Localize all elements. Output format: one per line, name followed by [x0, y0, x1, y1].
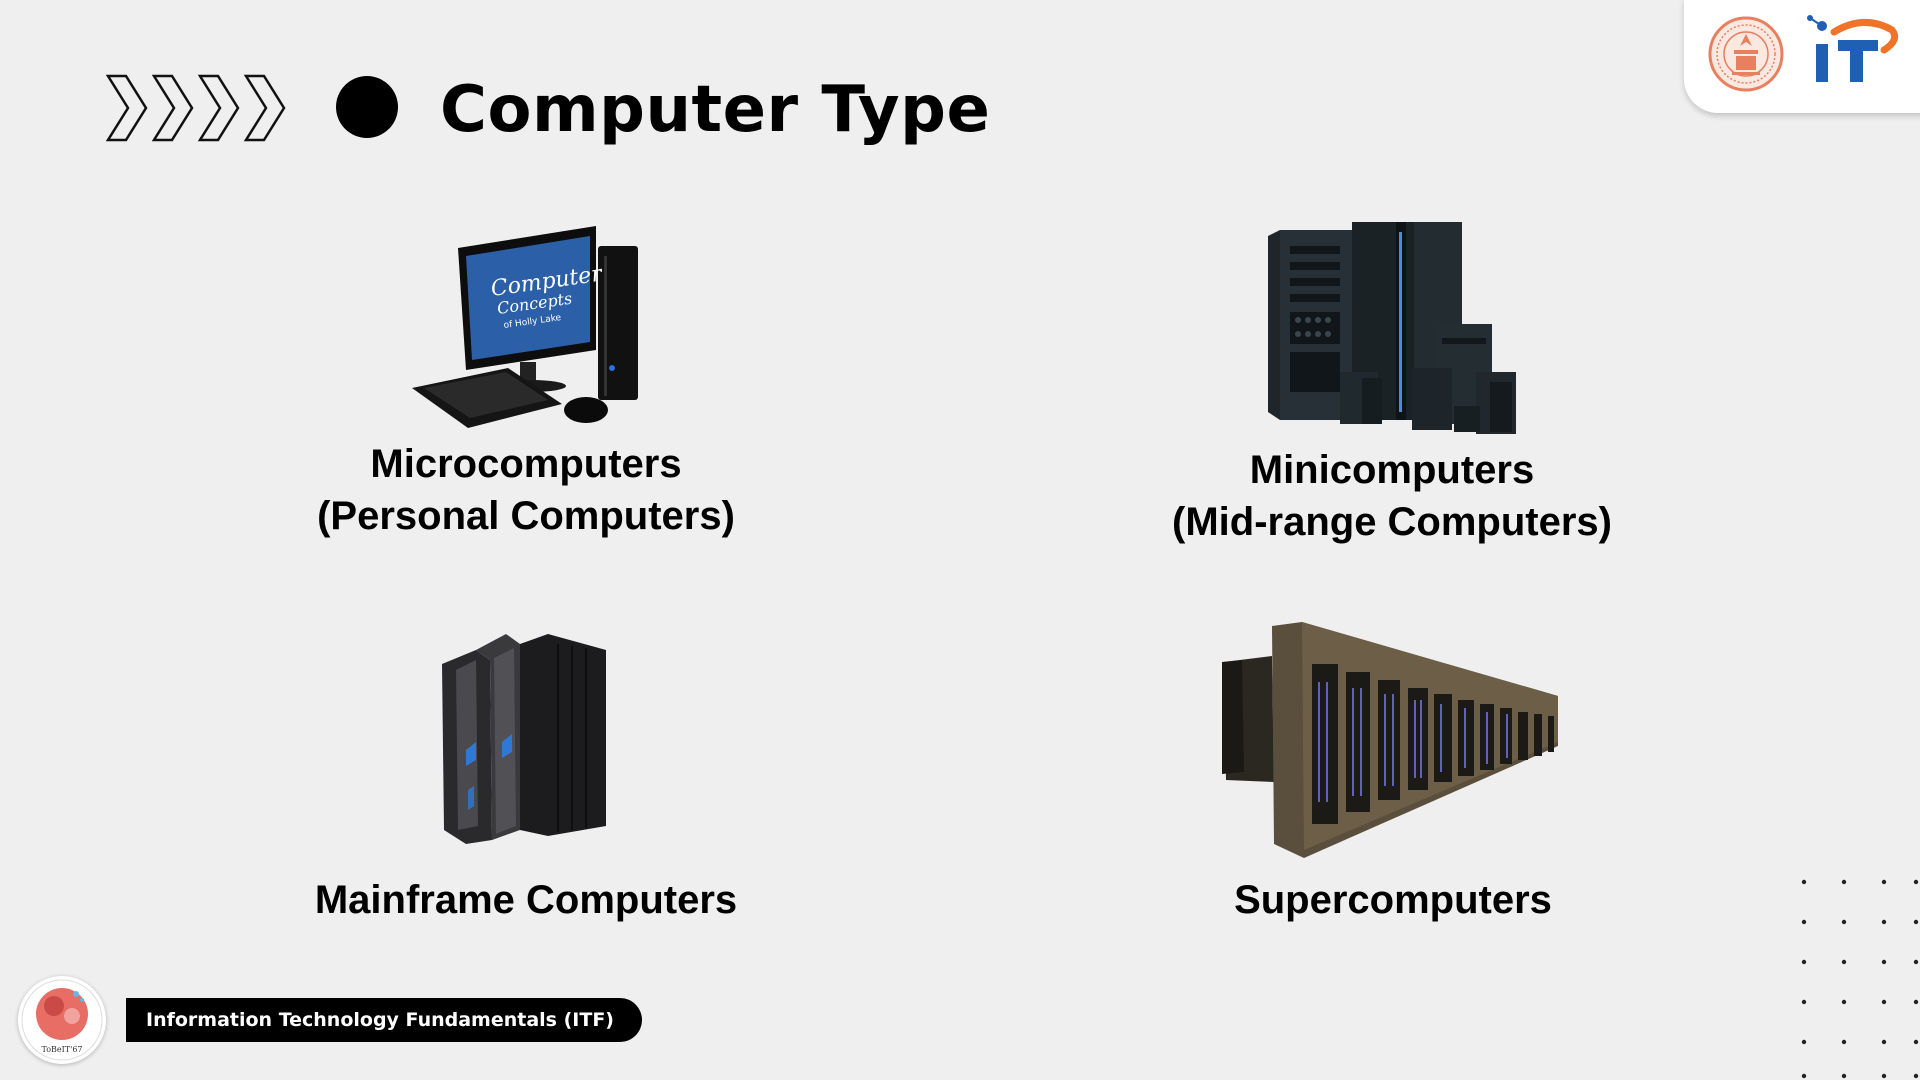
- label-microcomputers: Microcomputers (Personal Computers): [317, 438, 735, 542]
- chevron-arrows-icon: [105, 74, 286, 142]
- mascot-logo-icon: ToBeIT'67: [18, 976, 106, 1064]
- page-title: Computer Type: [440, 73, 991, 147]
- label-minicomputers-line1: Minicomputers: [1249, 448, 1535, 492]
- mascot-logo-graphic: ToBeIT'67: [21, 979, 103, 1061]
- title-bullet-dot: [336, 76, 398, 138]
- university-seal-icon: [1708, 16, 1784, 92]
- mascot-logo-text: ToBeIT'67: [41, 1045, 82, 1054]
- decorative-dot-grid: [1801, 879, 1919, 1079]
- label-microcomputers-line1: Microcomputers: [370, 442, 682, 486]
- it-logo-icon: [1807, 15, 1899, 82]
- course-name-badge: Information Technology Fundamentals (ITF…: [126, 998, 642, 1042]
- label-supercomputers: Supercomputers: [1234, 878, 1552, 922]
- server-rack-icon: [1268, 222, 1516, 434]
- label-minicomputers-line2: (Mid-range Computers): [1172, 500, 1612, 544]
- label-microcomputers-line2: (Personal Computers): [317, 494, 735, 538]
- label-minicomputers: Minicomputers (Mid-range Computers): [1172, 444, 1612, 548]
- mainframe-icon: [442, 634, 606, 844]
- supercomputer-icon: [1222, 622, 1558, 858]
- label-mainframe: Mainframe Computers: [314, 878, 738, 922]
- desktop-computer-icon: Computer Concepts of Holly Lake: [412, 226, 638, 428]
